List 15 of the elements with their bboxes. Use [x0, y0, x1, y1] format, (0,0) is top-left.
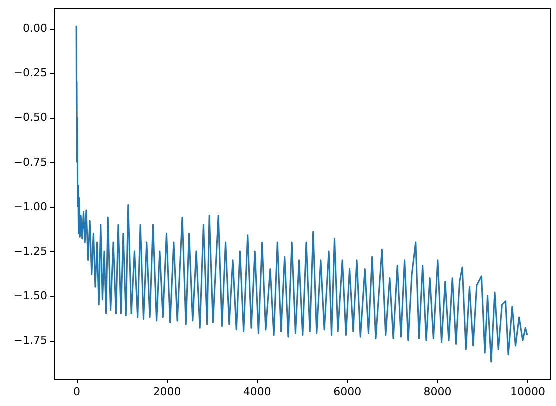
y-tick-label: −1.75: [14, 334, 48, 348]
y-tick-label: −0.75: [14, 156, 48, 169]
y-tick-label: −1.25: [14, 244, 48, 258]
y-tick-label: −0.50: [14, 111, 48, 124]
x-tick-label: 0: [74, 386, 81, 398]
x-tick-label: 8000: [424, 386, 452, 398]
y-tick-label: −1.50: [14, 290, 48, 303]
x-tick-label: 10000: [510, 386, 546, 398]
line-series: [76, 25, 528, 363]
x-tick-label: 6000: [334, 386, 362, 398]
x-tick-label: 2000: [153, 386, 182, 398]
y-tick-label: −1.00: [14, 200, 48, 214]
x-tick-label: 4000: [243, 386, 272, 398]
y-tick-label: 0.00: [23, 22, 48, 36]
y-tick-label: −0.25: [14, 66, 48, 80]
